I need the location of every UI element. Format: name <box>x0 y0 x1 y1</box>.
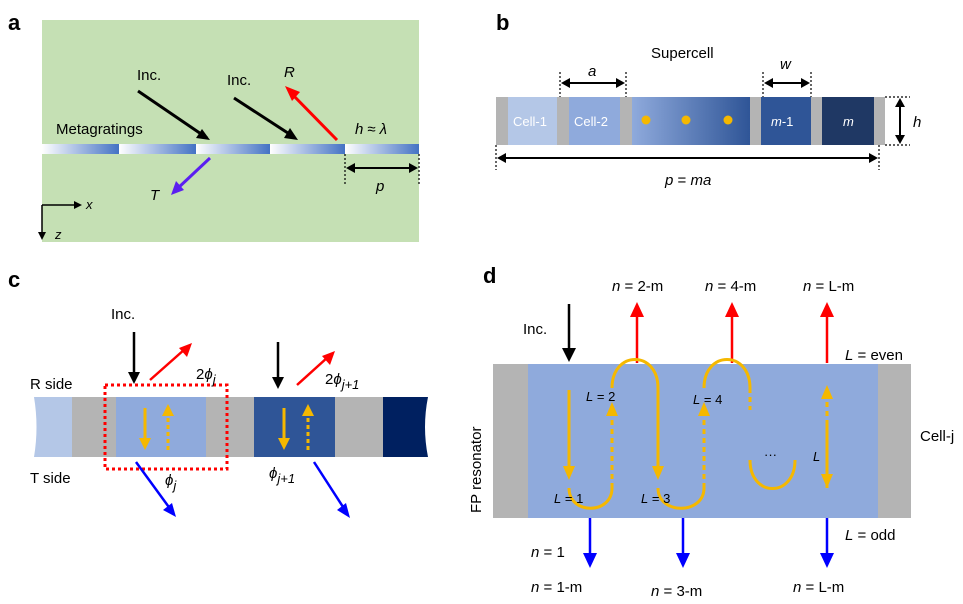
n-top-2: n = 4-m <box>705 278 756 295</box>
dot-3 <box>723 115 733 125</box>
cell-m <box>822 97 874 145</box>
loop-label-4: L = 4 <box>693 392 722 407</box>
dot-2 <box>681 115 691 125</box>
cell-j1 <box>254 397 335 457</box>
phi-j1-label: ϕj+1 <box>269 465 295 486</box>
incident-arrow-2 <box>233 96 295 139</box>
panel-c: c R side T side Inc. <box>8 267 428 518</box>
cell-m-1 <box>761 97 811 145</box>
p-label: p <box>375 178 384 195</box>
inc-label-c: Inc. <box>111 306 135 323</box>
t-label: T <box>150 187 161 204</box>
n-top-3: n = L-m <box>803 278 854 295</box>
panel-d-letter: d <box>483 263 496 288</box>
strip-right-cell <box>383 397 428 457</box>
panel-b-letter: b <box>496 10 509 35</box>
inc-label-2: Inc. <box>227 72 251 89</box>
a-label: a <box>588 63 596 80</box>
panel-c-letter: c <box>8 267 20 292</box>
panel-a: a Metagratings Inc. Inc. R T h ≈ λ <box>8 10 420 242</box>
n-bot-1: n = 1 <box>531 544 565 561</box>
reflected-arrow <box>288 90 339 142</box>
inc-label-d: Inc. <box>523 321 547 338</box>
loop-label-2: L = 2 <box>586 389 615 404</box>
cell-m-1-label: m-1 <box>771 114 793 129</box>
two-phi-j1-label: 2ϕj+1 <box>325 371 359 392</box>
cell-1 <box>508 97 557 145</box>
phi-j-label: ϕj <box>165 472 177 493</box>
fp-resonator-label: FP resonator <box>468 427 485 513</box>
fp-resonance-path <box>567 358 829 510</box>
n-bot-4: n = L-m <box>793 579 844 596</box>
l-even-label: L = even <box>845 347 903 364</box>
x-axis-label: x <box>85 197 93 212</box>
loop-label-1: L = 1 <box>554 491 583 506</box>
h-approx-lambda: h ≈ λ <box>355 121 387 138</box>
metagrating-strip <box>42 144 419 154</box>
w-label: w <box>780 56 792 73</box>
panel-b: b Supercell Cell-1 Cell-2 m-1 m a w <box>495 10 921 189</box>
panel-a-background <box>42 20 419 242</box>
metagratings-label: Metagratings <box>56 121 143 138</box>
loop-label-3: L = 3 <box>641 491 670 506</box>
n-top-1: n = 2-m <box>612 278 663 295</box>
ellipsis: ··· <box>764 447 777 462</box>
transmitted-arrow <box>175 156 212 191</box>
incident-arrow-1 <box>137 89 208 140</box>
r-label: R <box>284 64 295 81</box>
l-odd-label: L = odd <box>845 527 895 544</box>
supercell-label: Supercell <box>651 45 714 62</box>
period-ma-label: p = ma <box>664 172 711 189</box>
selected-cell-box <box>103 383 229 471</box>
cell-1-label: Cell-1 <box>513 114 547 129</box>
h-label-b: h <box>913 114 921 131</box>
panel-a-letter: a <box>8 10 21 35</box>
transmitted-arrow-j1 <box>312 461 347 511</box>
panel-d: d FP resonator Cell-j Inc. n = 2-m n = 4… <box>468 263 954 600</box>
cell-j-label-d: Cell-j <box>920 428 954 445</box>
r-side-label: R side <box>30 376 73 393</box>
cell-j <box>116 397 206 457</box>
strip-left-cell <box>34 397 72 457</box>
transmitted-arrow-j <box>134 461 173 511</box>
cell-2 <box>569 97 620 145</box>
z-axis-label: z <box>54 227 62 242</box>
t-side-label: T side <box>30 470 71 487</box>
cell-m-label: m <box>843 114 854 129</box>
n-bot-3: n = 3-m <box>651 583 702 600</box>
cell-2-label: Cell-2 <box>574 114 608 129</box>
two-phi-j-label: 2ϕj <box>196 366 217 387</box>
loop-label-l: L <box>813 449 820 464</box>
transmission-orders <box>583 518 834 568</box>
reflected-arrow-j1 <box>296 356 329 386</box>
dot-1 <box>641 115 651 125</box>
reflection-orders <box>630 302 834 363</box>
reflected-arrow-j <box>149 348 186 381</box>
inc-label-1: Inc. <box>137 67 161 84</box>
n-bot-2: n = 1-m <box>531 579 582 596</box>
